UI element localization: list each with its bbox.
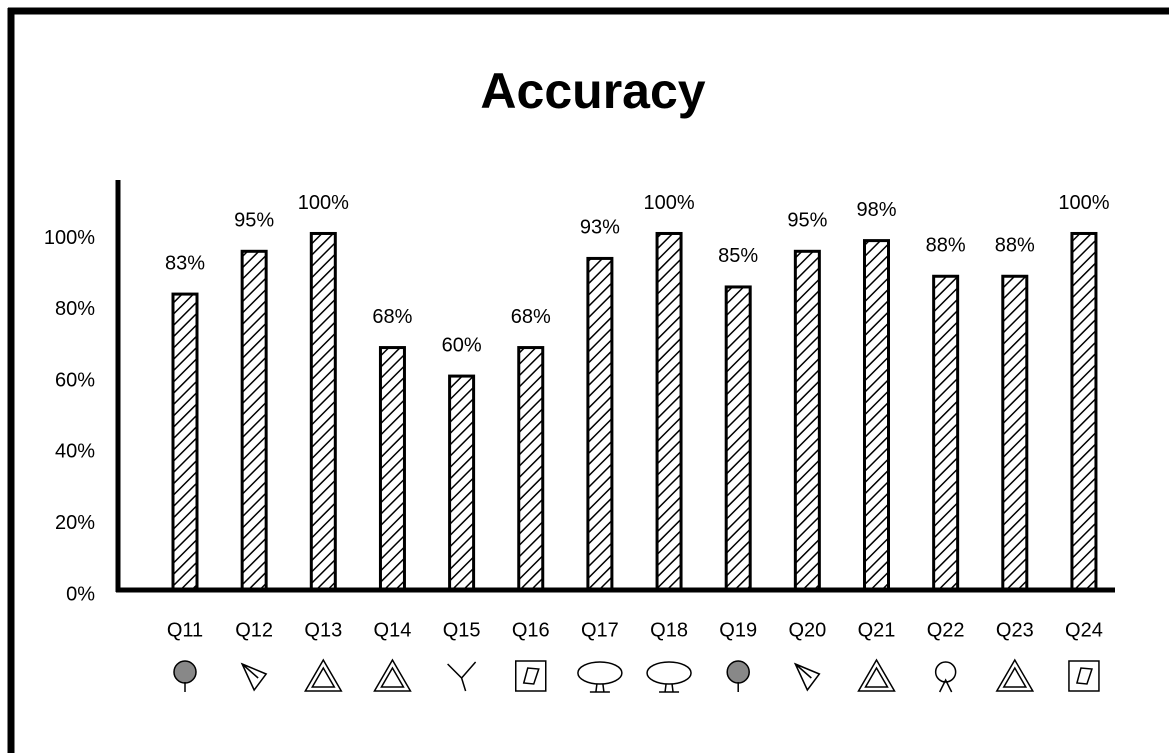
x-tick-label: Q17 (581, 619, 619, 641)
y-tick-label: 80% (55, 298, 95, 320)
x-tick-label: Q20 (788, 619, 826, 641)
value-label: 85% (718, 245, 758, 267)
y-tick-label: 100% (44, 227, 95, 249)
icon (522, 667, 540, 685)
bar (240, 249, 268, 592)
value-label: 83% (165, 252, 205, 274)
x-tick-label: Q23 (996, 619, 1034, 641)
x-tick-label: Q15 (443, 619, 481, 641)
value-label: 98% (856, 199, 896, 221)
icon (934, 661, 957, 683)
icon (646, 661, 692, 685)
x-tick-label: Q24 (1065, 619, 1103, 641)
value-label: 93% (580, 217, 620, 239)
icon (938, 678, 953, 693)
bar (655, 231, 683, 592)
x-tick-label: Q19 (719, 619, 757, 641)
y-tick-label: 0% (66, 583, 95, 605)
x-tick-label: Q21 (858, 619, 896, 641)
bar (1070, 231, 1098, 592)
icon (726, 660, 750, 684)
value-label: 95% (234, 210, 274, 232)
bar (793, 249, 821, 592)
value-label: 60% (442, 334, 482, 356)
x-tick-label: Q13 (304, 619, 342, 641)
icon (1075, 667, 1093, 685)
icons (173, 658, 1100, 693)
icon (240, 662, 268, 692)
bar (1001, 274, 1029, 592)
value-label: 68% (372, 306, 412, 328)
bar (517, 346, 545, 592)
value-label: 88% (926, 235, 966, 257)
bar (586, 256, 614, 592)
x-tick-label: Q22 (927, 619, 965, 641)
x-tick-label: Q18 (650, 619, 688, 641)
x-tick-label: Q16 (512, 619, 550, 641)
bar (724, 285, 752, 592)
icon (373, 658, 412, 692)
chart-title: Accuracy (480, 63, 705, 119)
icon (173, 660, 197, 684)
value-label: 95% (787, 210, 827, 232)
bar (171, 292, 199, 592)
icon (1068, 660, 1100, 692)
bar (378, 346, 406, 592)
icon (589, 683, 610, 693)
value-label: 100% (643, 192, 694, 214)
value-label: 88% (995, 235, 1035, 257)
icon (857, 658, 896, 692)
value-label: 68% (511, 306, 551, 328)
y-tick-label: 60% (55, 369, 95, 391)
bar (863, 239, 890, 592)
x-tick-label: Q14 (374, 619, 412, 641)
icon (577, 661, 623, 685)
y-tick-label: 20% (55, 512, 95, 534)
x-tick-label: Q11 (167, 619, 203, 641)
y-tick-label: 40% (55, 441, 95, 463)
icon (995, 658, 1035, 692)
bar (309, 231, 337, 592)
value-label: 100% (298, 192, 349, 214)
icon (515, 660, 547, 692)
bar (932, 274, 960, 592)
value-label: 100% (1058, 192, 1109, 214)
x-tick-label: Q12 (235, 619, 273, 641)
icon (793, 662, 821, 692)
icon (303, 658, 343, 692)
icon (447, 661, 477, 692)
bar (448, 374, 476, 592)
icon (659, 683, 680, 693)
